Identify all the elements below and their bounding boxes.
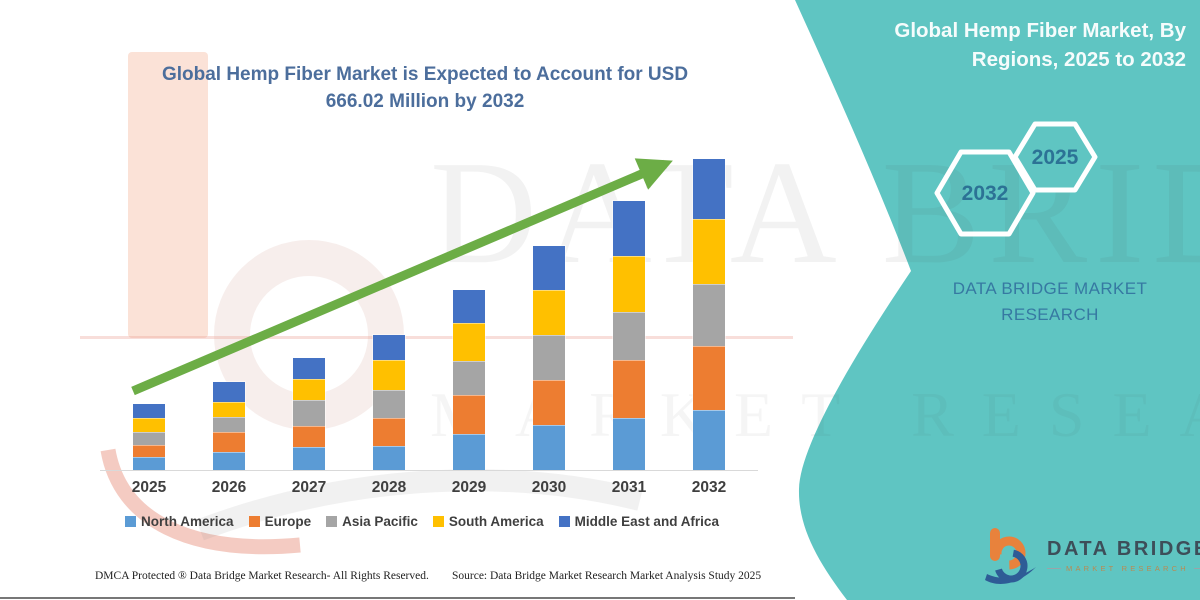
bar-segment-north-america-2027: [292, 445, 326, 471]
bar-segment-europe-2026: [212, 430, 246, 453]
legend-item-asia-pacific: Asia Pacific: [326, 514, 418, 529]
bar-segment-middle-east-and-africa-2025: [132, 402, 166, 419]
bar-segment-middle-east-and-africa-2027: [292, 357, 326, 381]
logo-rule-right: [1193, 567, 1200, 569]
x-axis-label-2030: 2030: [531, 479, 567, 496]
brand-text-line2: RESEARCH: [1001, 305, 1099, 325]
bar-segment-north-america-2030: [532, 423, 566, 471]
bar-segment-middle-east-and-africa-2026: [212, 380, 246, 403]
bar-segment-asia-pacific-2027: [292, 399, 326, 427]
watermark-pink-line: [80, 336, 793, 339]
bar-segment-asia-pacific-2025: [132, 430, 166, 446]
legend-swatch: [432, 516, 444, 527]
bar-segment-europe-2027: [292, 424, 326, 448]
bar-segment-middle-east-and-africa-2032: [692, 157, 726, 221]
bar-segment-north-america-2029: [452, 432, 486, 471]
bar-segment-europe-2029: [452, 394, 486, 435]
brand-text: DATA BRIDGE MARKET RESEARCH: [928, 276, 1172, 329]
x-axis-label-2025: 2025: [131, 479, 167, 496]
x-axis-label-2027: 2027: [291, 479, 327, 496]
bar-segment-south-america-2032: [692, 218, 726, 285]
legend-swatch: [558, 516, 570, 527]
legend-item-middle-east-and-africa: Middle East and Africa: [558, 514, 719, 529]
bar-segment-asia-pacific-2029: [452, 360, 486, 397]
bar-segment-south-america-2028: [372, 359, 406, 391]
bar-segment-south-america-2031: [612, 254, 646, 314]
legend-swatch: [326, 516, 338, 527]
bar-segment-south-america-2027: [292, 378, 326, 402]
bar-segment-north-america-2026: [212, 450, 246, 471]
x-axis-label-2028: 2028: [371, 479, 407, 496]
legend-label: Asia Pacific: [342, 514, 418, 529]
legend-label: Middle East and Africa: [574, 514, 719, 529]
chart-title: Global Hemp Fiber Market is Expected to …: [115, 62, 735, 116]
logo-title: DATA BRIDGE: [1047, 537, 1200, 560]
bar-segment-south-america-2029: [452, 321, 486, 363]
bar-segment-asia-pacific-2028: [372, 388, 406, 419]
footer-source: Source: Data Bridge Market Research Mark…: [452, 570, 762, 582]
bar-segment-asia-pacific-2032: [692, 282, 726, 348]
bar-segment-europe-2025: [132, 443, 166, 458]
year-hexagons: 2032 2025: [934, 121, 1098, 237]
bar-segment-middle-east-and-africa-2031: [612, 200, 646, 257]
bar-segment-north-america-2028: [372, 444, 406, 471]
panel-heading: Global Hemp Fiber Market, By Regions, 20…: [856, 16, 1186, 74]
panel-heading-line1: Global Hemp Fiber Market, By: [894, 19, 1186, 42]
bar-segment-north-america-2025: [132, 455, 166, 471]
bar-segment-middle-east-and-africa-2028: [372, 334, 406, 362]
bar-segment-europe-2032: [692, 345, 726, 411]
bar-segment-middle-east-and-africa-2029: [452, 288, 486, 324]
footer-dmca: DMCA Protected ® Data Bridge Market Rese…: [95, 570, 429, 582]
x-axis-label-2031: 2031: [611, 479, 647, 496]
bar-segment-asia-pacific-2026: [212, 415, 246, 433]
dbmr-logo-icon: [985, 528, 1036, 584]
bar-segment-europe-2031: [612, 359, 646, 419]
legend-label: South America: [448, 514, 544, 529]
panel-heading-line2: Regions, 2025 to 2032: [971, 48, 1186, 72]
legend-item-south-america: South America: [432, 514, 544, 529]
chart-legend: North America Europe Asia Pacific South Ame…: [86, 514, 758, 529]
bar-segment-north-america-2032: [692, 408, 726, 471]
logo-subtitle-row: MARKET RESEARCH: [1047, 564, 1200, 573]
legend-item-europe: Europe: [248, 514, 312, 529]
bar-segment-europe-2028: [372, 416, 406, 447]
legend-label: Europe: [264, 514, 312, 529]
legend-label: North America: [141, 514, 234, 529]
bar-segment-south-america-2025: [132, 416, 166, 433]
bottom-edge-line: [0, 597, 795, 599]
bar-segment-north-america-2031: [612, 416, 646, 471]
bar-segment-middle-east-and-africa-2030: [532, 245, 566, 291]
watermark-swoosh: [100, 448, 643, 555]
hexagon-2032-label: 2032: [962, 182, 1009, 205]
chart-title-line2: 666.02 Million by 2032: [325, 90, 525, 112]
chart-title-line1: Global Hemp Fiber Market is Expected to …: [161, 64, 689, 85]
brand-text-line1: DATA BRIDGE MARKET: [952, 279, 1148, 298]
legend-swatch: [125, 516, 137, 527]
bar-segment-asia-pacific-2030: [532, 334, 566, 382]
legend-swatch: [248, 516, 260, 527]
bar-segment-south-america-2030: [532, 288, 566, 337]
x-axis-label-2032: 2032: [691, 479, 727, 496]
dbmr-logo: DATA BRIDGE MARKET RESEARCH: [983, 524, 1200, 586]
x-axis-baseline: [100, 470, 758, 471]
x-axis-label-2026: 2026: [211, 479, 247, 496]
bar-segment-europe-2030: [532, 379, 566, 426]
bar-segment-asia-pacific-2031: [612, 311, 646, 362]
logo-rule-left: [1047, 567, 1061, 569]
legend-item-north-america: North America: [125, 514, 234, 529]
hexagon-2025-label: 2025: [1032, 146, 1079, 169]
bar-segment-south-america-2026: [212, 400, 246, 418]
logo-subtitle: MARKET RESEARCH: [1066, 563, 1189, 573]
x-axis-label-2029: 2029: [451, 479, 487, 496]
